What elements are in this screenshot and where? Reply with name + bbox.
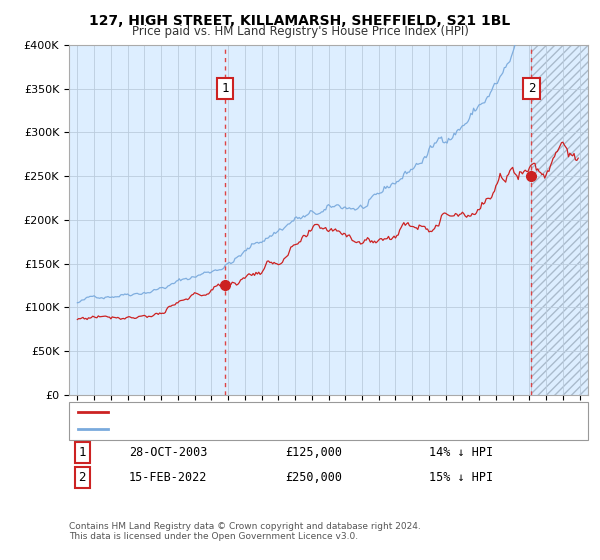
Text: 15% ↓ HPI: 15% ↓ HPI (429, 471, 493, 484)
Text: 14% ↓ HPI: 14% ↓ HPI (429, 446, 493, 459)
Text: 15-FEB-2022: 15-FEB-2022 (129, 471, 208, 484)
Text: 1: 1 (221, 82, 229, 95)
Text: 2: 2 (79, 471, 86, 484)
Text: 127, HIGH STREET, KILLAMARSH, SHEFFIELD, S21 1BL: 127, HIGH STREET, KILLAMARSH, SHEFFIELD,… (89, 14, 511, 28)
Text: £125,000: £125,000 (285, 446, 342, 459)
Text: Price paid vs. HM Land Registry's House Price Index (HPI): Price paid vs. HM Land Registry's House … (131, 25, 469, 38)
Bar (532, 45, 588, 395)
Text: HPI: Average price, detached house, North East Derbyshire: HPI: Average price, detached house, Nort… (113, 424, 469, 435)
Text: 28-OCT-2003: 28-OCT-2003 (129, 446, 208, 459)
Text: 1: 1 (79, 446, 86, 459)
Text: 127, HIGH STREET, KILLAMARSH, SHEFFIELD, S21 1BL (detached house): 127, HIGH STREET, KILLAMARSH, SHEFFIELD,… (113, 407, 519, 417)
Text: Contains HM Land Registry data © Crown copyright and database right 2024.: Contains HM Land Registry data © Crown c… (69, 522, 421, 531)
Text: This data is licensed under the Open Government Licence v3.0.: This data is licensed under the Open Gov… (69, 532, 358, 541)
Text: 2: 2 (527, 82, 535, 95)
Bar (532, 45, 588, 395)
Text: £250,000: £250,000 (285, 471, 342, 484)
